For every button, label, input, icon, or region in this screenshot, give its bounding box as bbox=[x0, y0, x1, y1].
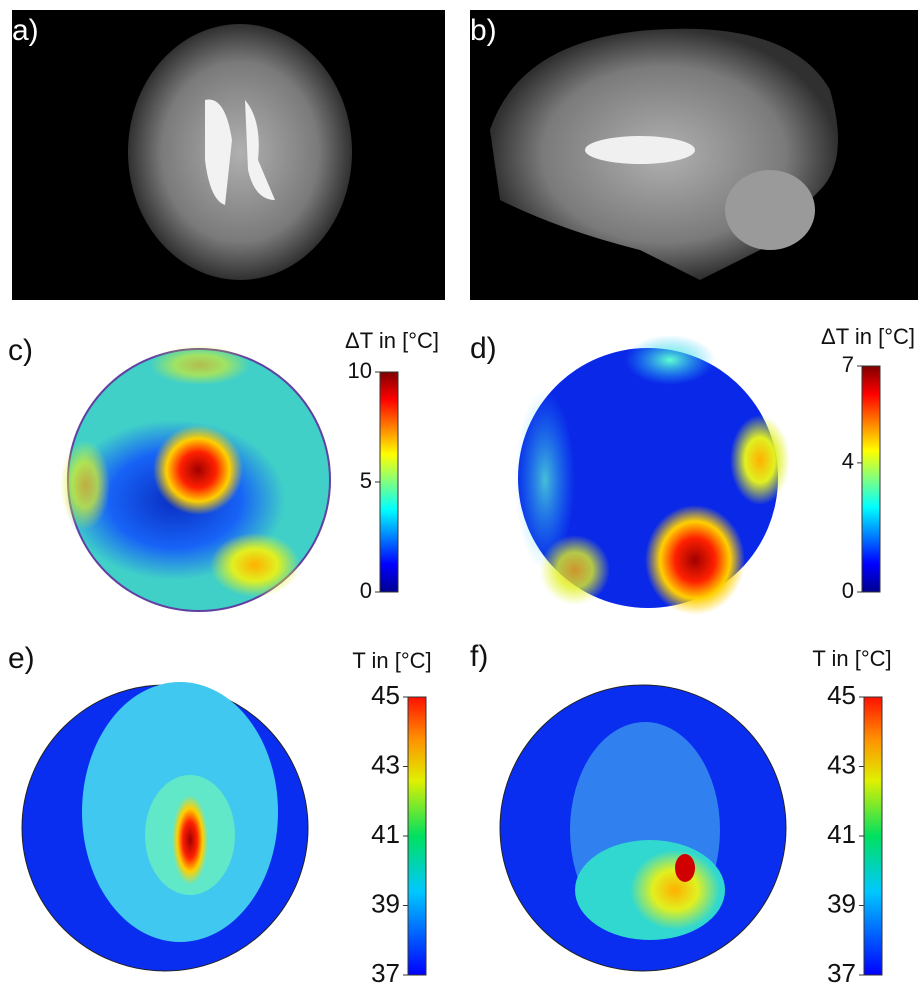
heatmap-region bbox=[210, 533, 300, 597]
tick-label: 0 bbox=[842, 578, 854, 603]
tick-label: 37 bbox=[371, 958, 400, 985]
brain-slice bbox=[128, 24, 352, 280]
tick-label: 5 bbox=[360, 468, 372, 493]
heatmap-region bbox=[540, 535, 610, 605]
tick-label: 43 bbox=[371, 749, 400, 779]
tick-label: 43 bbox=[827, 749, 856, 779]
colorbar-title: T in [°C] bbox=[352, 648, 431, 673]
colorbar-title: ΔT in [°C] bbox=[821, 324, 915, 349]
panel-label: f) bbox=[470, 640, 488, 673]
tick-label: 4 bbox=[842, 449, 854, 474]
heatmap-region bbox=[153, 425, 243, 515]
heatmap-region bbox=[625, 335, 715, 385]
hot-spot bbox=[630, 850, 720, 930]
figure: a) b) c) ΔT in [°C] 0 5 10 d) ΔT in [°C] 0 4 7 e) T i… bbox=[0, 0, 924, 985]
panel-label: c) bbox=[8, 334, 33, 367]
tick-label: 37 bbox=[827, 958, 856, 985]
colorbar-title: ΔT in [°C] bbox=[345, 328, 439, 353]
cerebellum bbox=[725, 170, 815, 250]
hot-spot bbox=[675, 854, 695, 882]
panel-label: d) bbox=[470, 332, 497, 365]
tick-label: 10 bbox=[348, 358, 372, 383]
panel-label: e) bbox=[8, 642, 35, 675]
hot-spot bbox=[172, 795, 208, 885]
heatmap-region bbox=[150, 345, 250, 385]
tick-label: 41 bbox=[827, 819, 856, 849]
colorbar bbox=[864, 697, 882, 975]
tick-label: 45 bbox=[827, 680, 856, 710]
tick-label: 7 bbox=[842, 352, 854, 377]
panel-label: b) bbox=[470, 14, 497, 47]
tick-label: 45 bbox=[371, 680, 400, 710]
tick-label: 41 bbox=[371, 819, 400, 849]
panel-label: a) bbox=[12, 14, 39, 47]
colorbar-title: T in [°C] bbox=[812, 646, 891, 671]
tick-label: 39 bbox=[371, 888, 400, 918]
heatmap-region bbox=[60, 440, 110, 530]
tick-label: 0 bbox=[360, 578, 372, 603]
heatmap-region bbox=[645, 505, 745, 615]
tick-label: 39 bbox=[827, 888, 856, 918]
ventricle bbox=[585, 136, 695, 164]
colorbar bbox=[862, 366, 880, 592]
colorbar bbox=[380, 372, 398, 592]
colorbar bbox=[408, 697, 426, 975]
heatmap-region bbox=[730, 415, 790, 505]
